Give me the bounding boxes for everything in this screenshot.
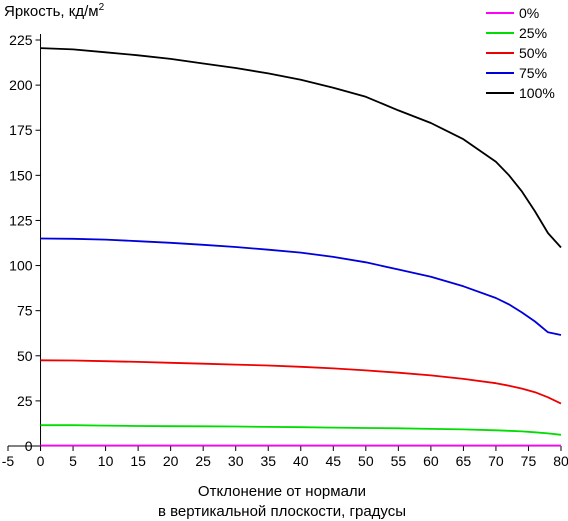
x-tick-label: 30 [228, 453, 244, 469]
legend: 0% 25% 50% 75% 100% [486, 5, 555, 101]
series-lines [40, 47, 562, 447]
x-tick-label: 60 [423, 453, 439, 469]
y-tick-label: 175 [9, 122, 33, 138]
legend-label-25pct: 25% [519, 25, 547, 41]
tick-labels: -5 0 5 10 15 20 25 30 35 40 45 50 55 60 65 70 75 80 0 25 50 7… [2, 32, 568, 469]
series-line-75pct [40, 237, 562, 336]
x-tick-label: 55 [391, 453, 407, 469]
axes [7, 34, 562, 451]
series-line-100pct [40, 47, 562, 249]
x-tick-label: 80 [553, 453, 568, 469]
x-tick-label: 40 [293, 453, 309, 469]
legend-label-0pct: 0% [519, 5, 539, 21]
legend-label-100pct: 100% [519, 85, 555, 101]
x-tick-label: 15 [130, 453, 146, 469]
y-tick-label: 100 [9, 258, 33, 274]
x-axis-title-line1: Отклонение от нормали [198, 483, 366, 500]
y-tick-label: 150 [9, 167, 33, 183]
x-tick-label: 35 [260, 453, 276, 469]
x-tick-label: 10 [98, 453, 114, 469]
x-tick-label: 5 [69, 453, 77, 469]
x-axis-title-line2: в вертикальной плоскости, градусы [158, 503, 406, 520]
x-tick-label: 45 [326, 453, 342, 469]
x-tick-label: 25 [195, 453, 211, 469]
y-tick-label: 0 [25, 438, 33, 454]
y-axis-title: Яркость, кд/м2 [4, 2, 105, 20]
x-tick-label: 0 [37, 453, 45, 469]
y-tick-label: 75 [17, 303, 33, 319]
x-tick-label: 65 [456, 453, 472, 469]
legend-label-50pct: 50% [519, 45, 547, 61]
y-tick-label: 125 [9, 212, 33, 228]
legend-label-75pct: 75% [519, 65, 547, 81]
x-tick-label: -5 [2, 453, 15, 469]
x-tick-label: 70 [488, 453, 504, 469]
x-tick-label: 75 [521, 453, 537, 469]
x-tick-label: 50 [358, 453, 374, 469]
series-line-25pct [40, 424, 562, 436]
series-line-50pct [40, 359, 562, 405]
y-tick-label: 50 [17, 348, 33, 364]
y-tick-label: 200 [9, 77, 33, 93]
x-tick-label: 20 [163, 453, 179, 469]
y-tick-label: 225 [9, 32, 33, 48]
y-tick-label: 25 [17, 393, 33, 409]
